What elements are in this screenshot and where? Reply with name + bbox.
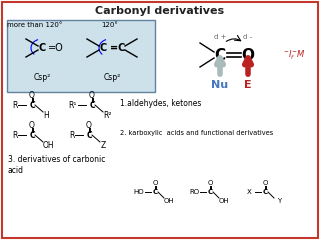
Text: C: C <box>29 131 35 139</box>
Text: 1.aldehydes, ketones: 1.aldehydes, ketones <box>120 98 201 108</box>
Text: H: H <box>43 110 49 120</box>
Text: R¹: R¹ <box>68 101 76 109</box>
Text: 2. karboxylic  acids and functional derivatives: 2. karboxylic acids and functional deriv… <box>120 130 273 136</box>
Text: $^{-}I_f^{-}M$: $^{-}I_f^{-}M$ <box>283 48 306 62</box>
Text: R²: R² <box>104 110 112 120</box>
Text: OH: OH <box>164 198 174 204</box>
Text: O: O <box>152 180 158 186</box>
Text: C: C <box>152 189 157 195</box>
Text: Carbonyl derivatives: Carbonyl derivatives <box>95 6 225 16</box>
Text: O: O <box>262 180 268 186</box>
Text: Csp²: Csp² <box>33 72 51 82</box>
Text: HO: HO <box>134 189 144 195</box>
Text: =C: =C <box>110 43 126 53</box>
Text: R: R <box>69 131 75 139</box>
Text: C: C <box>86 131 92 139</box>
Text: d +: d + <box>214 34 226 40</box>
Text: R: R <box>12 131 18 139</box>
Text: 120°: 120° <box>101 22 118 28</box>
Text: O: O <box>86 120 92 130</box>
Text: R: R <box>12 101 18 109</box>
Text: C: C <box>214 48 226 62</box>
Text: O: O <box>242 48 254 62</box>
Text: C: C <box>29 101 35 109</box>
Text: O: O <box>89 90 95 100</box>
Text: 3. derivatives of carbonic
acid: 3. derivatives of carbonic acid <box>8 155 105 175</box>
Text: Nu: Nu <box>212 80 228 90</box>
Text: C: C <box>38 43 46 53</box>
FancyBboxPatch shape <box>2 2 318 238</box>
Text: C: C <box>89 101 95 109</box>
Text: C: C <box>207 189 212 195</box>
Text: E: E <box>244 80 252 90</box>
Text: Z: Z <box>100 142 106 150</box>
Text: X: X <box>247 189 252 195</box>
Text: Csp²: Csp² <box>103 72 121 82</box>
Text: C: C <box>262 189 268 195</box>
Text: RO: RO <box>189 189 199 195</box>
Text: O: O <box>29 90 35 100</box>
Text: OH: OH <box>42 142 54 150</box>
Text: more than 120°: more than 120° <box>7 22 63 28</box>
Text: OH: OH <box>219 198 229 204</box>
Text: Y: Y <box>277 198 281 204</box>
Text: C: C <box>100 43 107 53</box>
Text: O: O <box>29 120 35 130</box>
Text: O: O <box>207 180 213 186</box>
FancyBboxPatch shape <box>7 20 155 92</box>
Text: d -: d - <box>244 34 252 40</box>
Text: =O: =O <box>48 43 64 53</box>
